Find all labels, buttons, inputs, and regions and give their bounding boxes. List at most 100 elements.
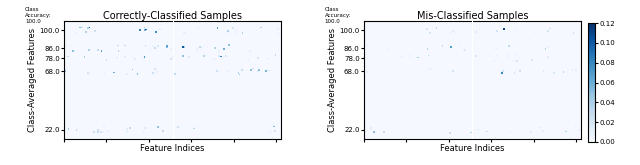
Point xyxy=(191,128,201,131)
Point xyxy=(261,70,271,72)
Point xyxy=(470,44,480,47)
Point xyxy=(459,47,469,50)
Point xyxy=(111,58,121,61)
Point xyxy=(383,48,394,50)
Point xyxy=(199,54,209,57)
Point xyxy=(99,130,109,133)
Point xyxy=(502,55,513,58)
Point xyxy=(197,46,207,48)
Point xyxy=(244,50,255,53)
Point xyxy=(367,44,378,47)
Point xyxy=(129,58,140,60)
Point xyxy=(536,46,547,48)
Point xyxy=(120,55,130,58)
Point xyxy=(492,55,502,58)
Point xyxy=(425,32,435,34)
Point xyxy=(492,30,502,32)
Point xyxy=(248,67,259,70)
Point xyxy=(234,71,244,74)
Point xyxy=(184,56,195,58)
Point xyxy=(172,73,182,76)
Point xyxy=(237,32,248,35)
Point xyxy=(77,26,88,29)
Point xyxy=(509,59,519,62)
Point xyxy=(369,131,379,134)
Point xyxy=(212,130,223,132)
Point xyxy=(431,27,442,29)
Point xyxy=(120,44,130,47)
Point xyxy=(573,26,584,29)
Text: Class
Accuracy:
100.0: Class Accuracy: 100.0 xyxy=(25,7,51,24)
Point xyxy=(234,71,244,74)
Point xyxy=(223,29,233,32)
Point xyxy=(465,128,475,131)
Point xyxy=(247,131,257,134)
Point xyxy=(497,71,508,74)
Point xyxy=(116,60,127,62)
Point xyxy=(413,48,424,51)
Point xyxy=(89,131,99,134)
Point xyxy=(166,58,176,61)
Point xyxy=(80,50,90,52)
Point xyxy=(180,32,191,35)
Point xyxy=(234,73,244,75)
Point xyxy=(252,28,262,30)
Point xyxy=(150,68,160,70)
Point xyxy=(504,45,514,47)
Point xyxy=(136,48,147,50)
Point xyxy=(97,57,108,60)
Point xyxy=(171,126,181,129)
Point xyxy=(69,130,79,132)
Point xyxy=(474,28,484,31)
Point xyxy=(527,59,537,62)
Point xyxy=(196,71,207,74)
Point xyxy=(403,72,413,75)
Point xyxy=(527,54,538,57)
Point xyxy=(77,26,88,29)
Point xyxy=(68,49,78,52)
Point xyxy=(381,31,391,33)
Point xyxy=(263,57,273,60)
Point xyxy=(543,46,553,48)
Point xyxy=(362,44,372,47)
Point xyxy=(243,59,253,62)
Point xyxy=(512,29,522,31)
Point xyxy=(189,126,200,128)
Point xyxy=(502,58,512,61)
Point xyxy=(536,126,546,128)
Point xyxy=(155,28,165,31)
Point xyxy=(394,71,404,74)
Point xyxy=(151,30,161,33)
Point xyxy=(202,57,212,59)
Point xyxy=(264,69,274,72)
Point xyxy=(559,46,569,49)
Point xyxy=(236,29,246,32)
Point xyxy=(68,46,79,49)
Point xyxy=(135,29,145,31)
Point xyxy=(176,67,186,69)
Point xyxy=(362,71,372,73)
Point xyxy=(102,130,113,132)
Point xyxy=(448,69,458,72)
Point xyxy=(567,69,577,71)
Point xyxy=(108,54,118,57)
Point xyxy=(196,55,206,57)
Point xyxy=(209,58,220,60)
Point xyxy=(182,54,193,57)
Point xyxy=(232,56,242,58)
Point xyxy=(498,70,508,72)
Point xyxy=(144,59,154,62)
Point xyxy=(220,48,230,50)
Y-axis label: Class-Averaged Features: Class-Averaged Features xyxy=(328,28,337,132)
Point xyxy=(425,68,435,70)
Point xyxy=(140,44,150,47)
Point xyxy=(273,28,284,30)
Point xyxy=(193,27,204,29)
Point xyxy=(81,31,91,33)
Point xyxy=(93,49,103,52)
Point xyxy=(140,26,150,29)
Point xyxy=(538,69,548,72)
Point xyxy=(212,50,222,52)
Point xyxy=(438,45,448,47)
Point xyxy=(138,131,148,134)
